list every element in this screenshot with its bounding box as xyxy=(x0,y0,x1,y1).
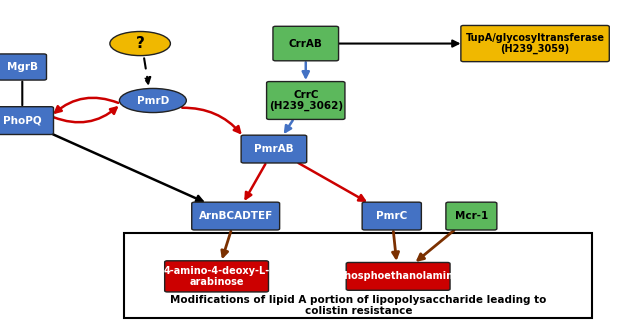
FancyBboxPatch shape xyxy=(266,82,345,120)
FancyBboxPatch shape xyxy=(124,233,592,318)
Text: Modifications of lipid A portion of lipopolysaccharide leading to
colistin resis: Modifications of lipid A portion of lipo… xyxy=(170,295,547,316)
FancyBboxPatch shape xyxy=(0,54,47,80)
Text: CrrC
(H239_3062): CrrC (H239_3062) xyxy=(269,89,343,112)
FancyBboxPatch shape xyxy=(461,25,609,62)
Text: PhoPQ: PhoPQ xyxy=(3,116,41,126)
Text: Phosphoethanolamine: Phosphoethanolamine xyxy=(337,271,459,281)
Text: ?: ? xyxy=(136,36,145,51)
Ellipse shape xyxy=(120,88,186,113)
Text: PmrAB: PmrAB xyxy=(254,144,294,154)
Text: MgrB: MgrB xyxy=(7,62,38,72)
Text: TupA/glycosyltransferase
(H239_3059): TupA/glycosyltransferase (H239_3059) xyxy=(466,32,605,55)
FancyBboxPatch shape xyxy=(164,261,269,292)
Text: CrrAB: CrrAB xyxy=(289,39,323,49)
Text: PmrD: PmrD xyxy=(137,95,169,106)
FancyBboxPatch shape xyxy=(347,263,450,290)
FancyBboxPatch shape xyxy=(0,107,54,134)
FancyBboxPatch shape xyxy=(192,202,280,230)
FancyBboxPatch shape xyxy=(273,26,339,61)
Ellipse shape xyxy=(110,31,171,56)
FancyBboxPatch shape xyxy=(446,202,497,230)
Text: ArnBCADTEF: ArnBCADTEF xyxy=(199,211,273,221)
Text: 4-amino-4-deoxy-L-
arabinose: 4-amino-4-deoxy-L- arabinose xyxy=(164,266,269,287)
Text: Mcr-1: Mcr-1 xyxy=(455,211,488,221)
FancyBboxPatch shape xyxy=(241,135,307,163)
Text: PmrC: PmrC xyxy=(376,211,408,221)
FancyBboxPatch shape xyxy=(362,202,422,230)
